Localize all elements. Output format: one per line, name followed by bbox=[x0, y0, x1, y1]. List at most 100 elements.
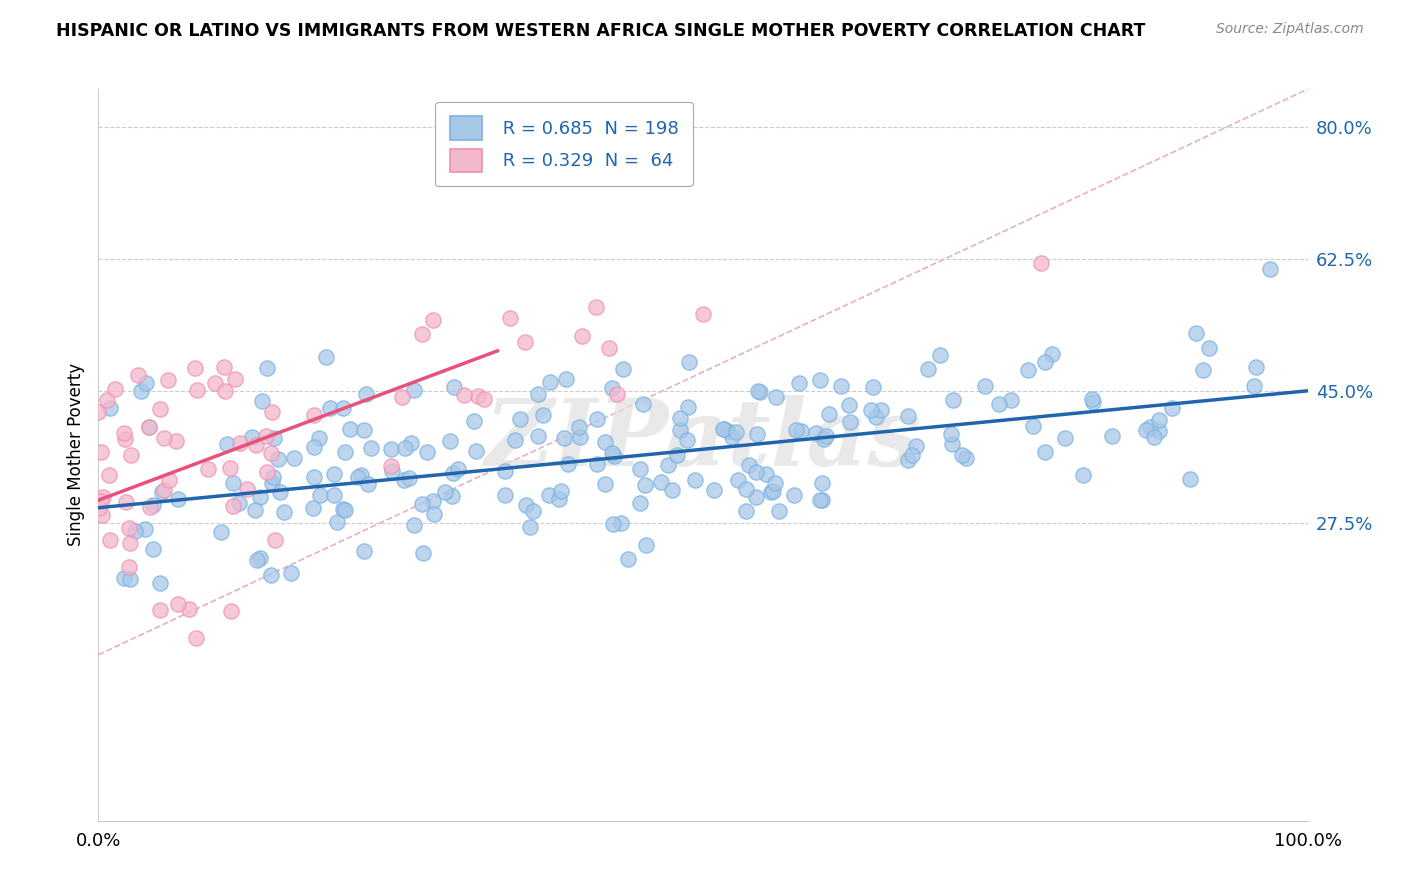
Point bbox=[1147, 424, 1170, 438]
Point bbox=[683, 473, 706, 487]
Point bbox=[1040, 347, 1063, 361]
Point bbox=[636, 538, 658, 552]
Point bbox=[665, 448, 688, 462]
Point bbox=[217, 437, 239, 451]
Point bbox=[804, 425, 827, 440]
Point bbox=[585, 411, 607, 425]
Point bbox=[721, 430, 744, 444]
Point bbox=[120, 535, 142, 549]
Point bbox=[280, 566, 302, 580]
Point bbox=[273, 504, 295, 518]
Point bbox=[568, 420, 591, 434]
Point bbox=[240, 429, 263, 443]
Point bbox=[443, 380, 465, 394]
Point bbox=[761, 484, 783, 499]
Point bbox=[166, 491, 188, 506]
Point bbox=[713, 421, 735, 435]
Point bbox=[422, 312, 444, 326]
Point bbox=[515, 498, 537, 512]
Point bbox=[494, 488, 516, 502]
Point bbox=[157, 474, 180, 488]
Point bbox=[322, 467, 344, 481]
Point bbox=[747, 384, 769, 398]
Point bbox=[813, 432, 835, 446]
Point bbox=[91, 508, 114, 523]
Point bbox=[184, 631, 207, 645]
Point bbox=[283, 450, 305, 465]
Point bbox=[357, 476, 380, 491]
Point bbox=[1260, 262, 1282, 277]
Point bbox=[117, 560, 139, 574]
Point bbox=[905, 440, 928, 454]
Point bbox=[896, 453, 918, 467]
Point bbox=[115, 495, 138, 509]
Point bbox=[1198, 341, 1220, 355]
Legend:  R = 0.685  N = 198,  R = 0.329  N =  64: R = 0.685 N = 198, R = 0.329 N = 64 bbox=[434, 102, 693, 186]
Point bbox=[531, 408, 554, 422]
Point bbox=[332, 401, 354, 416]
Point bbox=[149, 603, 172, 617]
Text: Source: ZipAtlas.com: Source: ZipAtlas.com bbox=[1216, 22, 1364, 37]
Point bbox=[901, 448, 924, 462]
Point bbox=[735, 504, 758, 518]
Point bbox=[602, 450, 624, 464]
Point bbox=[650, 475, 672, 489]
Point bbox=[249, 550, 271, 565]
Point bbox=[606, 387, 628, 401]
Point bbox=[1021, 419, 1043, 434]
Point bbox=[747, 426, 769, 441]
Point bbox=[157, 373, 180, 387]
Point bbox=[347, 469, 370, 483]
Point bbox=[120, 448, 142, 462]
Point bbox=[527, 387, 550, 401]
Point bbox=[598, 341, 620, 355]
Point bbox=[494, 464, 516, 478]
Point bbox=[950, 448, 973, 462]
Point bbox=[765, 390, 787, 404]
Point bbox=[713, 422, 735, 436]
Point bbox=[830, 378, 852, 392]
Point bbox=[749, 385, 772, 400]
Point bbox=[219, 603, 242, 617]
Point bbox=[177, 602, 200, 616]
Text: ZIPatlas: ZIPatlas bbox=[485, 395, 921, 485]
Point bbox=[1033, 445, 1056, 459]
Text: HISPANIC OR LATINO VS IMMIGRANTS FROM WESTERN AFRICA SINGLE MOTHER POVERTY CORRE: HISPANIC OR LATINO VS IMMIGRANTS FROM WE… bbox=[56, 22, 1146, 40]
Point bbox=[1139, 420, 1161, 434]
Point bbox=[600, 381, 623, 395]
Point bbox=[513, 334, 536, 349]
Point bbox=[1081, 395, 1104, 409]
Point bbox=[266, 452, 288, 467]
Point bbox=[391, 390, 413, 404]
Point bbox=[941, 426, 963, 441]
Point bbox=[150, 485, 173, 500]
Point bbox=[657, 458, 679, 472]
Point bbox=[263, 469, 285, 483]
Point bbox=[186, 383, 208, 397]
Point bbox=[527, 429, 550, 443]
Point bbox=[941, 437, 963, 451]
Point bbox=[472, 392, 495, 406]
Point bbox=[423, 508, 446, 522]
Point bbox=[929, 348, 952, 362]
Point bbox=[745, 490, 768, 504]
Point bbox=[260, 405, 283, 419]
Point bbox=[353, 544, 375, 558]
Point bbox=[668, 424, 690, 438]
Point bbox=[838, 399, 860, 413]
Point bbox=[862, 380, 884, 394]
Point bbox=[256, 466, 278, 480]
Point bbox=[1081, 392, 1104, 406]
Point bbox=[612, 362, 634, 376]
Point bbox=[135, 376, 157, 390]
Point bbox=[263, 533, 285, 547]
Point bbox=[97, 467, 120, 482]
Point bbox=[600, 446, 623, 460]
Point bbox=[464, 444, 486, 458]
Point bbox=[249, 490, 271, 504]
Point bbox=[236, 482, 259, 496]
Point bbox=[228, 496, 250, 510]
Point bbox=[554, 372, 576, 386]
Point bbox=[319, 401, 342, 415]
Point bbox=[585, 300, 607, 314]
